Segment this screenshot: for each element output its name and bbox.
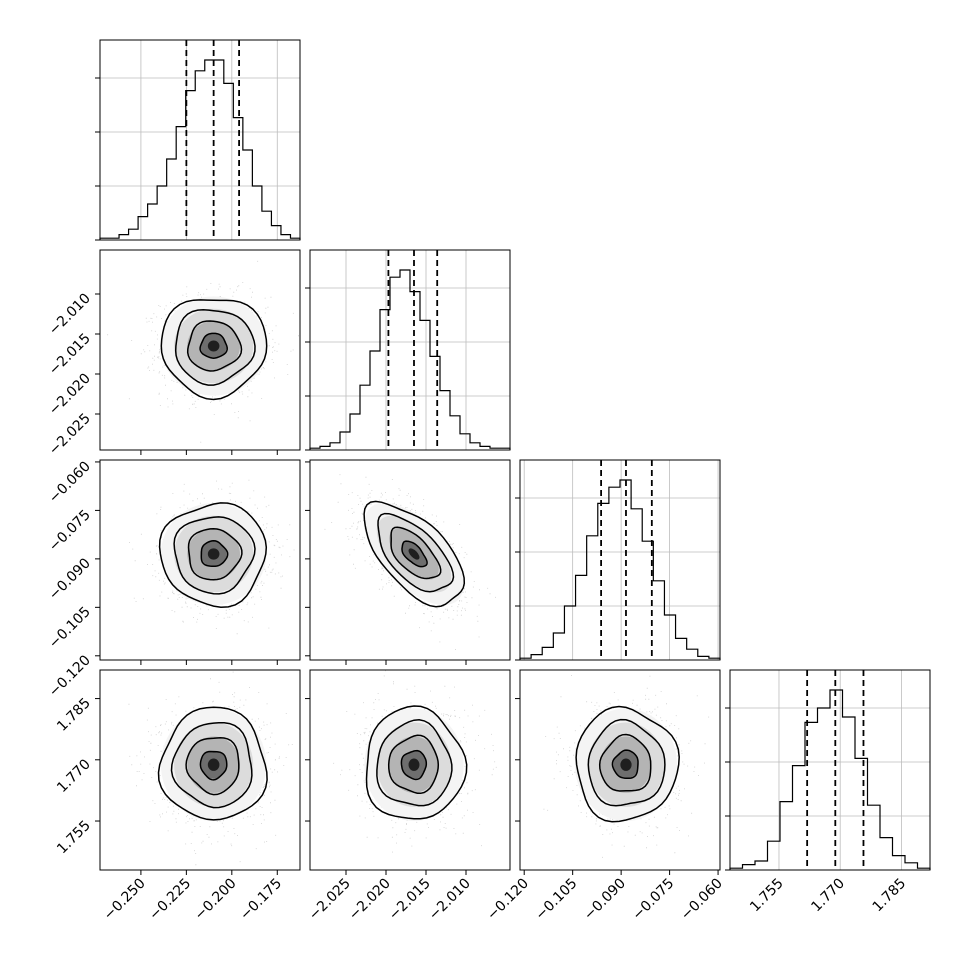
x-tick-label-p0-2: −0.200 — [192, 876, 240, 924]
panel-frame — [99, 669, 301, 871]
histogram-panel-0 — [95, 39, 301, 241]
contour-line — [377, 512, 455, 593]
contour-line — [199, 332, 228, 359]
x-tick-label-p3-1: 1.770 — [808, 876, 848, 916]
contour-line — [200, 540, 229, 568]
histogram-panel-1 — [305, 249, 511, 451]
y-tick-label-p1-0: −2.025 — [46, 411, 94, 459]
panel-frame — [99, 459, 301, 661]
scatter-panel-1-3 — [305, 669, 511, 875]
contour-line — [575, 705, 680, 823]
x-tick-label-p1-2: −2.015 — [386, 876, 434, 924]
contour-line — [185, 737, 240, 796]
x-tick-label-p2-3: −0.075 — [629, 876, 677, 924]
x-tick-label-p1-1: −2.020 — [346, 876, 394, 924]
scatter-panel-0-1 — [95, 249, 301, 455]
density-fill — [207, 340, 220, 352]
contour-line — [157, 706, 268, 821]
density-fill — [620, 758, 632, 771]
x-tick-label-p0-0: −0.250 — [101, 876, 149, 924]
contour-line — [401, 540, 428, 568]
panel-content — [333, 670, 497, 853]
panel-frame — [519, 669, 721, 871]
histogram-panel-3 — [725, 669, 931, 871]
y-tick-label-p1-2: −2.015 — [46, 331, 94, 379]
panel-content — [543, 675, 710, 858]
histogram-panel-2 — [515, 459, 721, 661]
contour-line — [400, 749, 428, 781]
x-tick-label-p2-2: −0.090 — [581, 876, 629, 924]
panel-frame — [99, 249, 301, 451]
panel-frame — [99, 39, 301, 241]
contour-line — [158, 502, 268, 608]
contour-line — [170, 721, 253, 809]
contour-line — [174, 308, 256, 386]
contour-line — [611, 749, 639, 780]
y-tick-label-p3-2: 1.785 — [54, 695, 94, 735]
panel-content — [107, 260, 299, 450]
x-tick-label-p2-1: −0.105 — [533, 876, 581, 924]
histogram-step-3 — [729, 689, 931, 870]
x-tick-label-p2-0: −0.120 — [484, 876, 532, 924]
contour-line — [387, 734, 440, 795]
histogram-step-0 — [99, 59, 301, 240]
x-tick-label-p0-1: −0.225 — [146, 876, 194, 924]
scatter-panel-0-2 — [95, 459, 301, 665]
contour-line — [173, 516, 256, 595]
y-tick-label-p3-0: 1.755 — [54, 818, 94, 858]
panel-content — [324, 474, 496, 650]
x-tick-label-p1-0: −2.025 — [306, 876, 354, 924]
contour-line — [160, 299, 268, 401]
x-tick-label-p3-2: 1.785 — [870, 876, 910, 916]
panel-content — [128, 671, 293, 866]
density-fill — [207, 548, 220, 560]
y-tick-label-p2-4: −0.060 — [46, 458, 94, 506]
panel-frame — [309, 249, 511, 451]
x-tick-label-p1-3: −2.010 — [426, 876, 474, 924]
y-tick-label-p2-2: −0.090 — [46, 555, 94, 603]
y-tick-label-p2-3: −0.075 — [46, 507, 94, 555]
panel-frame — [309, 669, 511, 871]
scatter-panel-1-2 — [305, 459, 511, 665]
panel-frame — [309, 459, 511, 661]
contour-line — [365, 705, 468, 820]
x-tick-label-p2-4: −0.060 — [678, 876, 726, 924]
panel-frame — [729, 669, 931, 871]
scatter-panel-0-3 — [95, 669, 301, 875]
contour-line — [587, 718, 666, 807]
histogram-step-1 — [309, 269, 511, 450]
contour-line — [186, 320, 243, 372]
y-tick-label-p1-3: −2.010 — [46, 291, 94, 339]
panel-frame — [519, 459, 721, 661]
contour-line — [199, 750, 228, 781]
contour-line — [376, 719, 453, 807]
y-tick-label-p2-0: −0.120 — [46, 652, 94, 700]
contour-line — [363, 500, 466, 608]
histogram-step-2 — [519, 479, 721, 660]
scatter-panel-2-3 — [515, 669, 721, 875]
panel-content — [129, 479, 295, 635]
x-tick-label-p3-0: 1.755 — [747, 876, 787, 916]
y-tick-label-p1-1: −2.020 — [46, 371, 94, 419]
density-fill — [408, 758, 420, 771]
y-tick-label-p3-1: 1.770 — [54, 756, 94, 796]
density-fill — [207, 758, 220, 771]
contour-line — [598, 733, 652, 792]
x-tick-label-p0-3: −0.175 — [237, 876, 285, 924]
contour-line — [187, 527, 243, 581]
density-fill — [408, 548, 420, 560]
y-tick-label-p2-1: −0.105 — [46, 604, 94, 652]
contour-line — [390, 526, 442, 580]
